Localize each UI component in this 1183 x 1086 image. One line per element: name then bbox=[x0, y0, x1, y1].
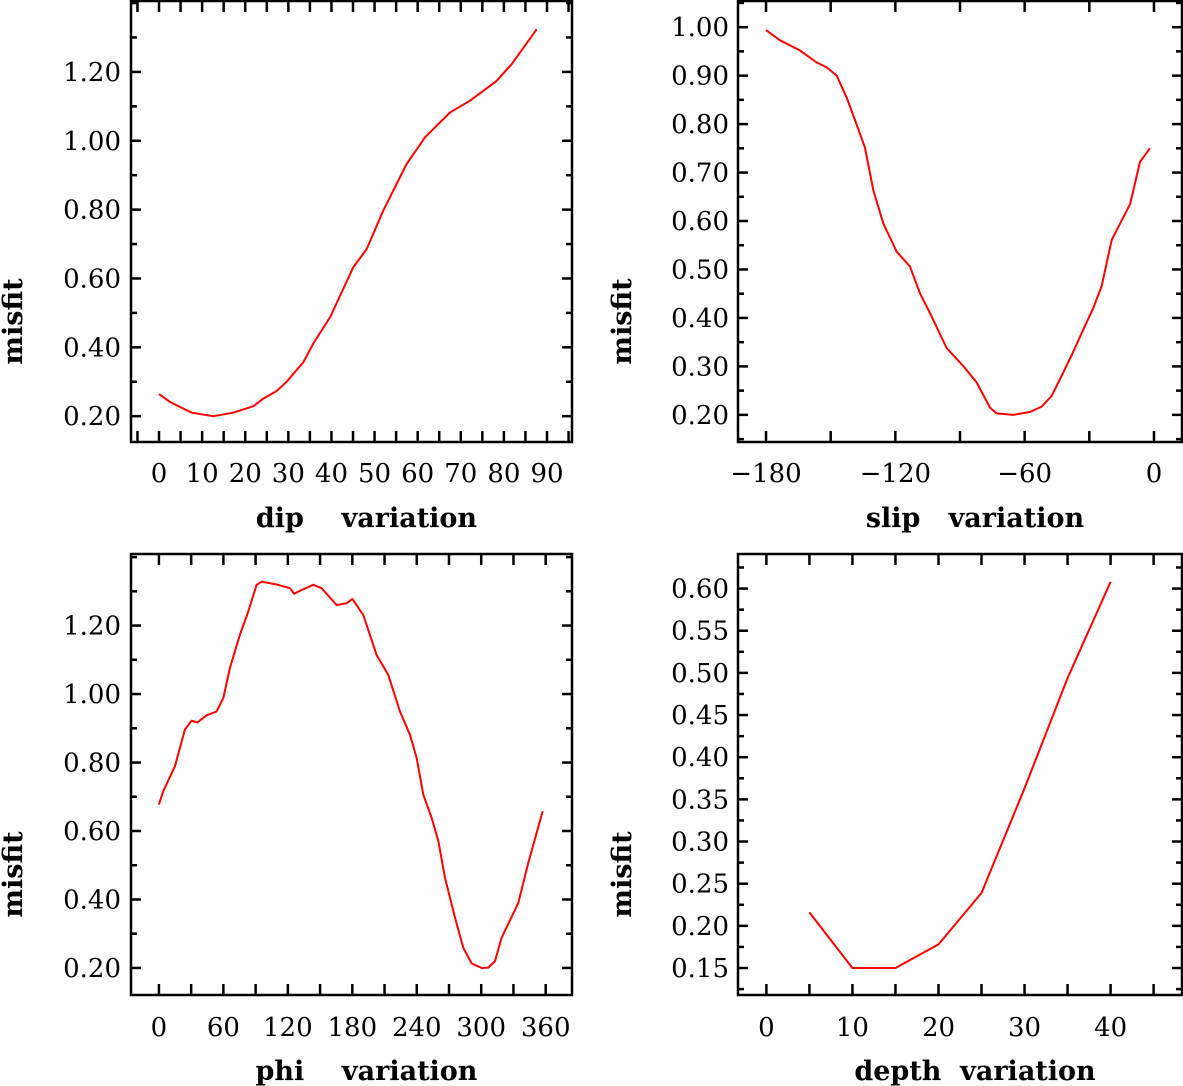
y-tick-label: 0.20 bbox=[671, 401, 729, 431]
y-tick-label: 1.20 bbox=[63, 58, 121, 88]
y-tick-label: 0.30 bbox=[671, 828, 729, 858]
y-tick-label: 0.60 bbox=[63, 264, 121, 294]
x-tick-label: 300 bbox=[456, 1013, 506, 1043]
x-tick-label: 40 bbox=[1094, 1013, 1127, 1043]
y-tick-label: 0.60 bbox=[671, 207, 729, 237]
x-axis-label: slip variation bbox=[866, 503, 1085, 534]
x-tick-label: −120 bbox=[860, 459, 931, 489]
x-tick-label: 30 bbox=[1008, 1013, 1041, 1043]
x-tick-label: 10 bbox=[836, 1013, 869, 1043]
x-tick-label: 60 bbox=[401, 459, 434, 489]
misfit-series-line bbox=[765, 29, 1151, 416]
y-tick-label: 0.70 bbox=[671, 159, 729, 189]
y-tick-label: 0.50 bbox=[671, 659, 729, 689]
axes-frame bbox=[129, 0, 574, 444]
y-tick-label: 0.60 bbox=[671, 575, 729, 605]
x-tick-label: 180 bbox=[327, 1013, 377, 1043]
y-axis-label: misfit bbox=[0, 831, 29, 918]
x-tick-label: 0 bbox=[758, 1013, 775, 1043]
y-tick-label: 0.45 bbox=[671, 701, 729, 731]
y-tick-label: 0.55 bbox=[671, 617, 729, 647]
y-tick-label: 0.40 bbox=[671, 304, 729, 334]
x-tick-label: 50 bbox=[358, 459, 391, 489]
y-tick-label: 0.80 bbox=[671, 110, 729, 140]
misfit-series-line bbox=[808, 581, 1112, 969]
y-axis-label: misfit bbox=[0, 278, 29, 365]
axes-frame bbox=[736, 0, 1183, 444]
misfit-series-line bbox=[157, 580, 544, 969]
y-tick-label: 0.40 bbox=[63, 885, 121, 915]
y-tick-label: 0.40 bbox=[671, 743, 729, 773]
y-tick-label: 0.20 bbox=[63, 954, 121, 984]
y-tick-label: 0.20 bbox=[63, 402, 121, 432]
y-tick-label: 0.90 bbox=[671, 62, 729, 92]
x-axis-label: depth variation bbox=[854, 1056, 1096, 1086]
x-tick-label: 10 bbox=[186, 459, 219, 489]
x-axis-label: dip variation bbox=[256, 503, 478, 534]
x-tick-label: 60 bbox=[207, 1013, 240, 1043]
y-axis-label: misfit bbox=[607, 831, 638, 918]
x-tick-label: 360 bbox=[521, 1013, 571, 1043]
x-axis-label: phi variation bbox=[256, 1056, 478, 1086]
y-tick-label: 1.00 bbox=[63, 680, 121, 710]
y-tick-label: 0.80 bbox=[63, 196, 121, 226]
subplot-3: 0 60 120 180 240 300 360 0.20 0.40 0.60 0.80 1.00 1.… bbox=[0, 552, 574, 1086]
axes-frame bbox=[736, 552, 1183, 997]
y-tick-label: 0.40 bbox=[63, 333, 121, 363]
x-tick-label: 80 bbox=[487, 459, 520, 489]
x-tick-label: 240 bbox=[392, 1013, 442, 1043]
y-tick-label: 0.15 bbox=[671, 954, 729, 984]
subplot-2: −180 −120 −60 0 0.20 0.30 0.40 0.50 0.60 0.70 0.80… bbox=[607, 0, 1183, 534]
y-tick-label: 1.20 bbox=[63, 612, 121, 642]
x-tick-label: 20 bbox=[229, 459, 262, 489]
y-tick-label: 0.60 bbox=[63, 817, 121, 847]
x-tick-label: 0 bbox=[151, 1013, 168, 1043]
x-tick-label: −180 bbox=[730, 459, 801, 489]
misfit-series-line bbox=[158, 28, 538, 418]
x-tick-label: 90 bbox=[530, 459, 563, 489]
y-tick-label: 0.80 bbox=[63, 749, 121, 779]
y-tick-label: 0.25 bbox=[671, 870, 729, 900]
subplot-1: 0 10 20 30 40 50 60 70 80 90 0.20 0.40 0.60 0.80 1.00 1… bbox=[0, 0, 574, 534]
y-axis-label: misfit bbox=[607, 278, 638, 365]
y-tick-label: 1.00 bbox=[671, 13, 729, 43]
x-tick-label: 0 bbox=[1146, 459, 1163, 489]
y-tick-label: 0.35 bbox=[671, 785, 729, 815]
x-tick-label: 20 bbox=[922, 1013, 955, 1043]
y-tick-label: 0.20 bbox=[671, 912, 729, 942]
x-tick-label: 120 bbox=[263, 1013, 313, 1043]
x-tick-label: 70 bbox=[444, 459, 477, 489]
y-tick-label: 1.00 bbox=[63, 127, 121, 157]
x-tick-label: 30 bbox=[272, 459, 305, 489]
x-tick-label: 40 bbox=[315, 459, 348, 489]
x-tick-label: 0 bbox=[151, 459, 168, 489]
y-tick-label: 0.50 bbox=[671, 255, 729, 285]
subplot-4: 0 10 20 30 40 0.15 0.20 0.25 0.30 0.35 0.40 0.45 0.5… bbox=[607, 552, 1183, 1086]
y-tick-label: 0.30 bbox=[671, 352, 729, 382]
x-tick-label: −60 bbox=[997, 459, 1052, 489]
